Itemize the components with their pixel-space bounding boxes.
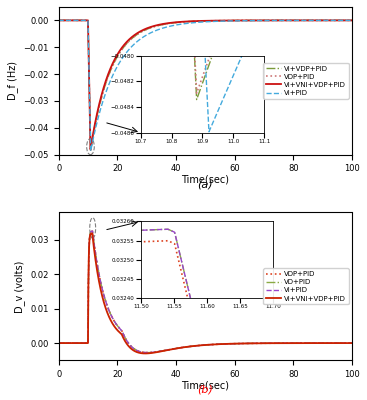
VI+PID: [74, 18, 79, 23]
VD+PID: [69, 341, 73, 346]
VI+VNI+VDP+PID: [69, 18, 73, 23]
VD+PID: [334, 341, 339, 346]
VD+PID: [74, 341, 79, 346]
VD+PID: [114, 322, 119, 326]
VDP+PID: [334, 18, 339, 23]
VI+VNI+VDP+PID: [334, 341, 339, 346]
VI+VDP+PID: [114, 56, 119, 61]
VI+VNI+VDP+PID: [69, 341, 73, 346]
X-axis label: Time(sec): Time(sec): [181, 380, 229, 390]
VDP+PID: [350, 341, 355, 346]
VI+VDP+PID: [350, 18, 355, 23]
VD+PID: [350, 341, 355, 346]
VI+PID: [200, 343, 204, 348]
VI+PID: [69, 18, 73, 23]
VI+PID: [334, 18, 339, 23]
VI+VDP+PID: [74, 18, 79, 23]
VI+VNI+VDP+PID: [200, 343, 204, 348]
VI+VDP+PID: [58, 18, 62, 23]
VDP+PID: [69, 341, 73, 346]
VDP+PID: [114, 322, 119, 326]
VI+VDP+PID: [88, 148, 93, 153]
Line: VD+PID: VD+PID: [59, 231, 352, 352]
VI+PID: [90, 229, 95, 234]
VDP+PID: [145, 350, 150, 355]
Y-axis label: D_v (volts): D_v (volts): [14, 260, 25, 312]
VI+PID: [350, 18, 355, 23]
VI+VDP+PID: [334, 18, 339, 23]
VI+PID: [58, 18, 62, 23]
VDP+PID: [57, 341, 61, 346]
VI+PID: [74, 341, 79, 346]
VDP+PID: [350, 18, 355, 23]
VI+VNI+VDP+PID: [58, 341, 62, 346]
Line: VI+PID: VI+PID: [59, 231, 352, 352]
Text: (b): (b): [197, 385, 213, 395]
VD+PID: [90, 229, 95, 234]
VI+VDP+PID: [57, 18, 61, 23]
VD+PID: [58, 341, 62, 346]
Line: VDP+PID: VDP+PID: [59, 20, 352, 150]
VI+PID: [114, 66, 119, 71]
Line: VI+PID: VI+PID: [59, 20, 352, 151]
Y-axis label: D_f (Hz): D_f (Hz): [7, 61, 18, 100]
VI+VNI+VDP+PID: [74, 18, 79, 23]
VDP+PID: [334, 341, 339, 346]
Line: VI+VNI+VDP+PID: VI+VNI+VDP+PID: [59, 20, 352, 149]
VD+PID: [57, 341, 61, 346]
VI+PID: [57, 18, 61, 23]
VDP+PID: [74, 18, 79, 23]
VI+VNI+VDP+PID: [350, 341, 355, 346]
X-axis label: Time(sec): Time(sec): [181, 175, 229, 185]
VDP+PID: [74, 341, 79, 346]
VDP+PID: [57, 18, 61, 23]
VI+PID: [145, 350, 150, 355]
VDP+PID: [88, 148, 93, 152]
VI+VNI+VDP+PID: [114, 54, 119, 59]
Text: (a): (a): [197, 179, 213, 189]
VI+PID: [69, 341, 73, 346]
VI+PID: [334, 341, 339, 346]
VDP+PID: [69, 18, 73, 23]
VD+PID: [200, 343, 204, 348]
VDP+PID: [200, 343, 204, 348]
Line: VDP+PID: VDP+PID: [59, 231, 352, 352]
VI+PID: [58, 341, 62, 346]
VI+VNI+VDP+PID: [57, 341, 61, 346]
VDP+PID: [200, 19, 204, 24]
VDP+PID: [58, 18, 62, 23]
VI+VNI+VDP+PID: [334, 18, 339, 23]
Line: VI+VDP+PID: VI+VDP+PID: [59, 20, 352, 150]
Legend: VDP+PID, VD+PID, VI+PID, VI+VNI+VDP+PID: VDP+PID, VD+PID, VI+PID, VI+VNI+VDP+PID: [263, 268, 349, 304]
VI+VNI+VDP+PID: [74, 341, 79, 346]
VI+VNI+VDP+PID: [58, 18, 62, 23]
VI+VNI+VDP+PID: [200, 18, 204, 23]
VI+VNI+VDP+PID: [143, 351, 148, 356]
VI+VNI+VDP+PID: [90, 231, 94, 236]
VI+VDP+PID: [69, 18, 73, 23]
VDP+PID: [58, 341, 62, 346]
VI+PID: [114, 322, 119, 326]
VI+PID: [57, 341, 61, 346]
VI+PID: [88, 148, 93, 153]
Line: VI+VNI+VDP+PID: VI+VNI+VDP+PID: [59, 233, 352, 354]
VDP+PID: [90, 229, 95, 234]
VI+PID: [200, 20, 204, 24]
VDP+PID: [114, 56, 119, 61]
VI+VNI+VDP+PID: [88, 147, 93, 152]
Legend: VI+VDP+PID, VDP+PID, VI+VNI+VDP+PID, VI+PID: VI+VDP+PID, VDP+PID, VI+VNI+VDP+PID, VI+…: [263, 63, 349, 99]
VI+VNI+VDP+PID: [57, 18, 61, 23]
VI+VNI+VDP+PID: [114, 326, 119, 331]
VI+VNI+VDP+PID: [350, 18, 355, 23]
VI+VDP+PID: [200, 19, 204, 24]
VD+PID: [145, 350, 150, 355]
VI+PID: [350, 341, 355, 346]
